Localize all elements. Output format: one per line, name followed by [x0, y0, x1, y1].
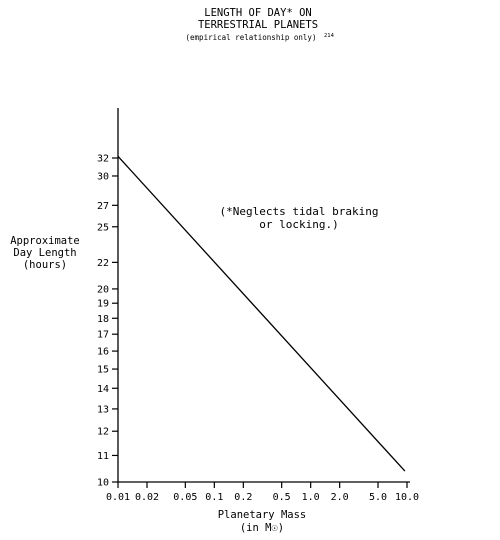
x-tick-label: 0.05 — [173, 492, 197, 503]
y-tick-label: 19 — [97, 299, 109, 310]
chart-annotation-line-2: or locking.) — [259, 218, 338, 231]
y-tick-label: 20 — [97, 284, 109, 295]
x-tick-label: 2.0 — [331, 492, 349, 503]
y-tick-label: 13 — [97, 404, 109, 415]
x-tick-label: 0.01 — [106, 492, 130, 503]
x-tick-label: 1.0 — [302, 492, 320, 503]
y-tick-label: 27 — [97, 201, 109, 212]
y-tick-label: 30 — [97, 171, 109, 182]
series — [117, 155, 406, 472]
y-axis-label-line-3: (hours) — [23, 259, 67, 271]
y-tick-label: 12 — [97, 427, 109, 438]
x-axis-label-line-1: Planetary Mass — [218, 509, 307, 521]
chart-subtitle: (empirical relationship only) — [186, 33, 317, 42]
chart-annotation-line-1: (*Neglects tidal braking — [220, 205, 379, 218]
y-tick-label: 22 — [97, 258, 109, 269]
y-axis-label-line-2: Day Length — [13, 247, 76, 259]
y-tick-label: 11 — [97, 451, 109, 462]
y-ticks: 10 11 12 13 14 15 16 17 18 19 20 22 25 27 30 32 — [97, 154, 118, 489]
axes — [117, 108, 410, 483]
x-tick-label: 10.0 — [395, 492, 419, 503]
y-tick-label: 14 — [97, 384, 109, 395]
x-tick-label: 0.02 — [135, 492, 159, 503]
chart-title-line-2: TERRESTRIAL PLANETS — [198, 19, 318, 31]
x-tick-label: 0.5 — [273, 492, 291, 503]
series-line — [117, 155, 406, 472]
chart-subtitle-superscript: 214 — [324, 33, 335, 39]
y-tick-label: 10 — [97, 478, 109, 489]
y-axis-label-line-1: Approximate — [10, 235, 80, 247]
y-tick-label: 16 — [97, 347, 109, 358]
x-tick-label: 0.2 — [234, 492, 252, 503]
x-axis-label-line-2: (in M☉) — [240, 522, 284, 534]
y-tick-label: 17 — [97, 330, 109, 341]
y-tick-label: 18 — [97, 314, 109, 325]
chart-title-line-1: LENGTH OF DAY* ON — [204, 7, 311, 19]
y-tick-label: 32 — [97, 154, 109, 165]
x-tick-label: 5.0 — [369, 492, 387, 503]
x-ticks: 0.01 0.02 0.05 0.1 0.2 0.5 1.0 2.0 5.0 10.0 — [106, 482, 419, 503]
x-tick-label: 0.1 — [205, 492, 223, 503]
y-tick-label: 15 — [97, 365, 109, 376]
y-tick-label: 25 — [97, 222, 109, 233]
